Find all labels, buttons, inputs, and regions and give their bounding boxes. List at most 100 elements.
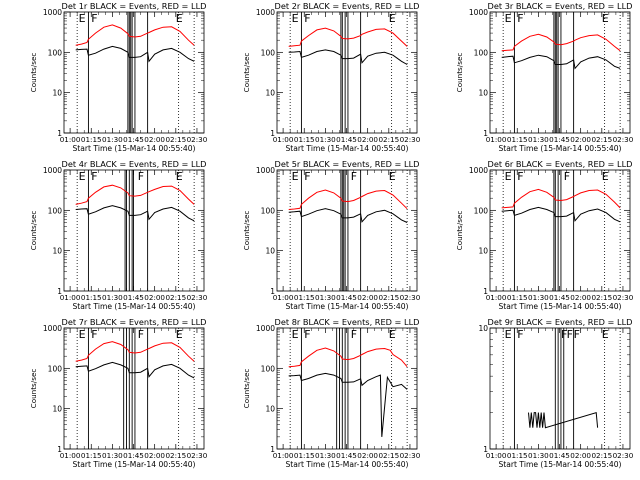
det6-x-tick-label: 01:30 xyxy=(528,293,549,302)
det8-x-axis-label: Start Time (15-Mar-14 00:55:40) xyxy=(285,460,408,469)
det4-flag-label: E xyxy=(176,170,183,183)
det6-y-axis-label: Counts/sec xyxy=(455,211,464,251)
det9-x-tick-label: 02:00 xyxy=(570,451,591,460)
det3-y-tick-label: 1000 xyxy=(469,8,488,17)
det1-plot-frame xyxy=(63,11,205,134)
det2-flag-label: F xyxy=(304,12,310,25)
det3-events-series-line xyxy=(501,54,621,70)
det5-flag-label: F xyxy=(351,170,357,183)
det8-title: Det 8r BLACK = Events, RED = LLD xyxy=(275,317,420,327)
det6-x-tick-label: 02:15 xyxy=(591,293,612,302)
det1-x-axis-label: Start Time (15-Mar-14 00:55:40) xyxy=(72,144,195,153)
det4-flag-label: E xyxy=(79,170,86,183)
det1-lld-series-line xyxy=(75,24,195,46)
det6-flag-label: F xyxy=(564,170,570,183)
det7-flag-label: F xyxy=(91,328,97,341)
det9-y-tick-label: 10 xyxy=(478,324,488,333)
det7-title: Det 7r BLACK = Events, RED = LLD xyxy=(62,317,207,327)
det2-x-tick-label: 02:00 xyxy=(357,135,378,144)
det7-plot-frame xyxy=(63,327,205,450)
det2-y-tick-label: 100 xyxy=(261,48,276,57)
det2-x-tick-label: 02:15 xyxy=(378,135,399,144)
det8-y-tick-label: 100 xyxy=(261,364,276,373)
det4-x-tick-label: 01:45 xyxy=(123,293,144,302)
det6-x-tick-label: 01:45 xyxy=(549,293,570,302)
det7-y-axis-label: Counts/sec xyxy=(29,369,38,409)
det8-flag-label: F xyxy=(351,328,357,341)
det5-x-tick-label: 01:45 xyxy=(336,293,357,302)
det3-lld-series-line xyxy=(501,33,621,52)
det9-x-tick-label: 01:45 xyxy=(549,451,570,460)
det3-y-tick-label: 100 xyxy=(474,48,489,57)
det6-y-tick-label: 100 xyxy=(474,206,489,215)
det9-title: Det 9r BLACK = Events, RED = LLD xyxy=(488,317,633,327)
det2-title: Det 2r BLACK = Events, RED = LLD xyxy=(275,1,420,11)
det1-flag-label: F xyxy=(91,12,97,25)
det4-x-tick-label: 02:15 xyxy=(165,293,186,302)
det7-x-tick-label: 01:00 xyxy=(60,451,81,460)
det3-y-tick-label: 1 xyxy=(483,129,488,138)
det4-y-tick-label: 1000 xyxy=(43,166,62,175)
det8-y-tick-label: 10 xyxy=(265,405,275,414)
det6-y-tick-label: 10 xyxy=(478,247,488,256)
det9-flag-label: E xyxy=(602,328,609,341)
det5-flag-label: E xyxy=(389,170,396,183)
det6-flag-label: E xyxy=(505,170,512,183)
det6-flag-label: F xyxy=(517,170,523,183)
det6-events-series-line xyxy=(501,206,621,223)
det9-flag-label: F xyxy=(561,328,567,341)
det5-y-tick-label: 100 xyxy=(261,206,276,215)
det3-x-tick-label: 02:00 xyxy=(570,135,591,144)
det7-y-tick-label: 1 xyxy=(57,445,62,454)
det9-x-tick-label: 01:00 xyxy=(486,451,507,460)
det4-y-tick-label: 10 xyxy=(52,247,62,256)
det5-y-tick-label: 1000 xyxy=(256,166,275,175)
det8-flag-label: E xyxy=(389,328,396,341)
det8-x-tick-label: 01:00 xyxy=(273,451,294,460)
det3-y-tick-label: 10 xyxy=(478,89,488,98)
det5-x-tick-label: 01:15 xyxy=(294,293,315,302)
det1-x-tick-label: 02:00 xyxy=(144,135,165,144)
det9-flag-label: E xyxy=(505,328,512,341)
det9-flag-label: F xyxy=(574,328,580,341)
det5-lld-series-line xyxy=(288,189,408,210)
det5-x-tick-label: 01:00 xyxy=(273,293,294,302)
det8-flag-label: E xyxy=(292,328,299,341)
det5-flag-label: F xyxy=(304,170,310,183)
det4-events-series-line xyxy=(75,205,195,222)
det8-y-axis-label: Counts/sec xyxy=(242,369,251,409)
det5-x-tick-label: 02:15 xyxy=(378,293,399,302)
det2-flag-label: E xyxy=(292,12,299,25)
det2-x-tick-label: 01:45 xyxy=(336,135,357,144)
det2-x-tick-label: 01:00 xyxy=(273,135,294,144)
det4-y-tick-label: 1 xyxy=(57,287,62,296)
det5-title: Det 5r BLACK = Events, RED = LLD xyxy=(275,159,420,169)
det9-x-tick-label: 02:30 xyxy=(613,451,634,460)
det8-flag-label: F xyxy=(304,328,310,341)
det7-x-tick-label: 02:15 xyxy=(165,451,186,460)
det7-y-tick-label: 100 xyxy=(48,364,63,373)
det7-flag-label: F xyxy=(138,328,144,341)
det3-x-tick-label: 02:15 xyxy=(591,135,612,144)
det6-x-tick-label: 02:00 xyxy=(570,293,591,302)
det5-events-series-line xyxy=(288,208,408,223)
det7-x-tick-label: 01:45 xyxy=(123,451,144,460)
det4-y-tick-label: 100 xyxy=(48,206,63,215)
det9-flag-label: F xyxy=(567,328,573,341)
det3-y-axis-label: Counts/sec xyxy=(455,53,464,93)
det8-x-tick-label: 01:45 xyxy=(336,451,357,460)
det4-flag-label: F xyxy=(91,170,97,183)
det7-flag-label: E xyxy=(176,328,183,341)
det4-title: Det 4r BLACK = Events, RED = LLD xyxy=(62,159,207,169)
det1-title: Det 1r BLACK = Events, RED = LLD xyxy=(62,1,207,11)
det6-title: Det 6r BLACK = Events, RED = LLD xyxy=(488,159,633,169)
det1-y-tick-label: 1 xyxy=(57,129,62,138)
det1-x-tick-label: 01:45 xyxy=(123,135,144,144)
det1-y-tick-label: 1000 xyxy=(43,8,62,17)
det9-y-tick-label: 1 xyxy=(483,445,488,454)
det7-x-tick-label: 01:15 xyxy=(81,451,102,460)
det6-x-tick-label: 01:15 xyxy=(507,293,528,302)
det9-plot-frame xyxy=(489,327,631,450)
